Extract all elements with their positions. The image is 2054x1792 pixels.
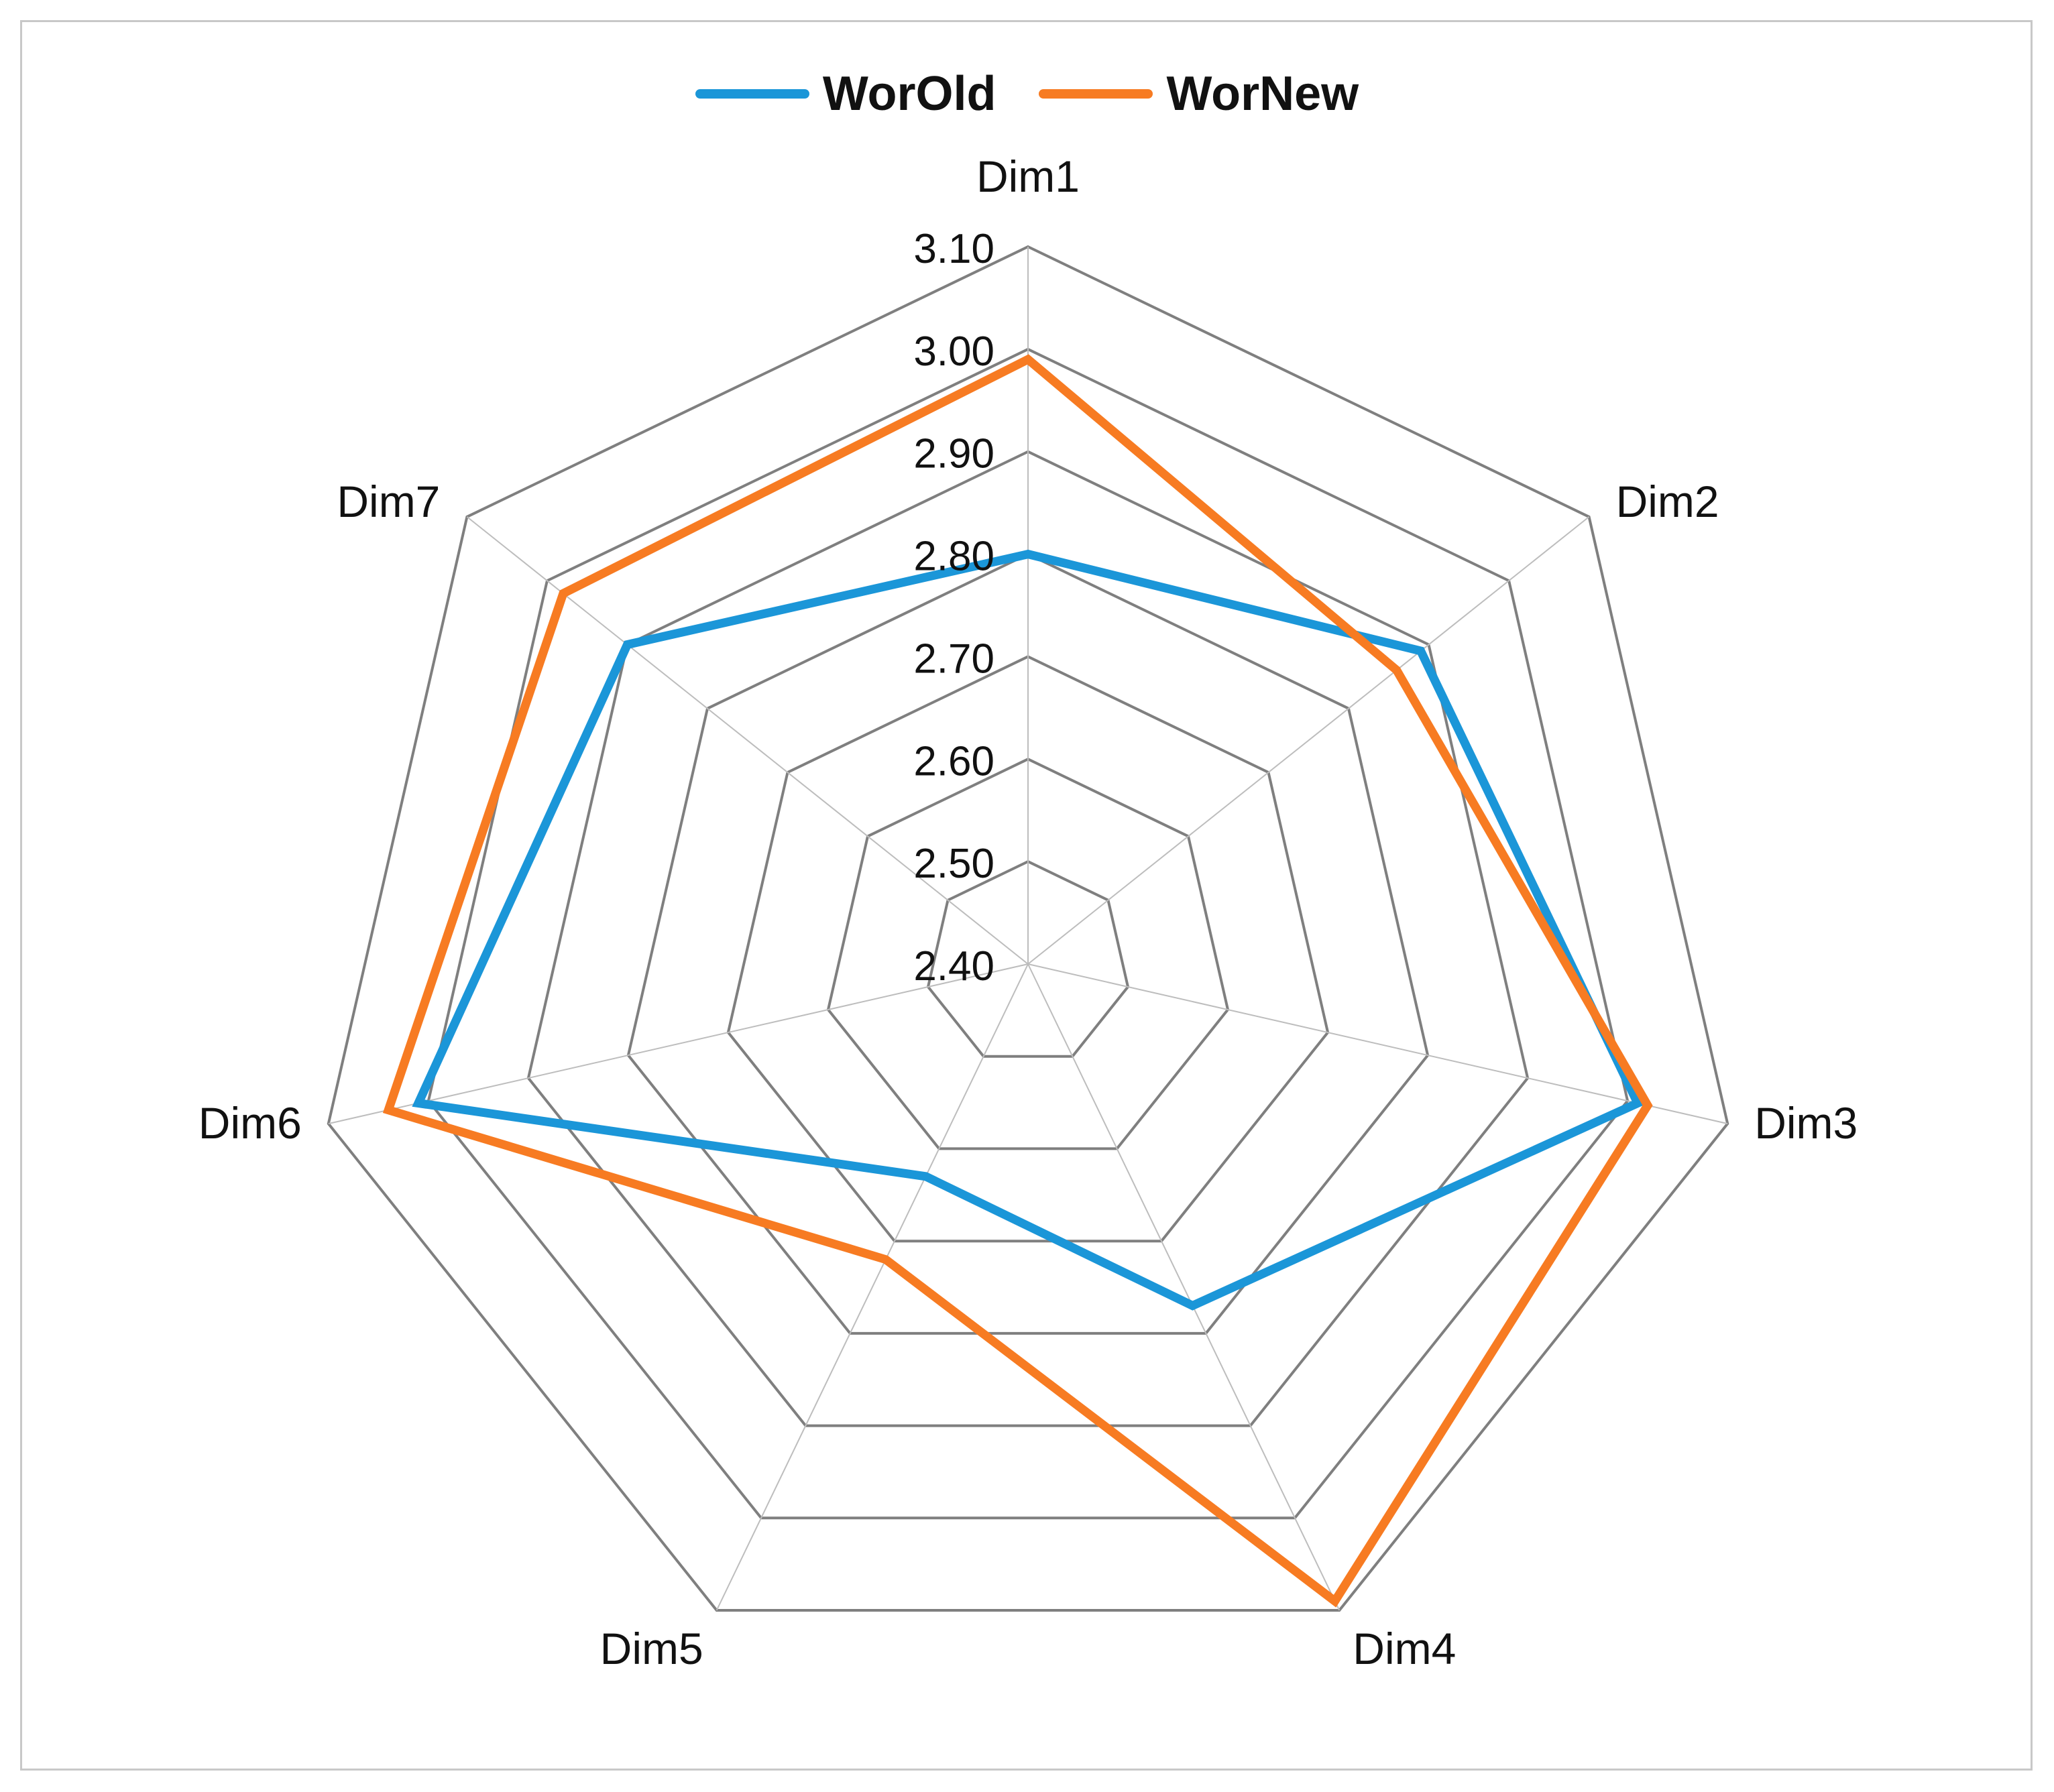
tick-label: 2.60 [913,738,994,784]
axis-spoke [1027,963,1728,1125]
grid-ring [826,758,1230,1150]
grid-ring [926,859,1130,1058]
series-line-wornew [382,354,1653,1608]
axis-label-dim2: Dim2 [1616,477,1719,526]
grid-ring [726,655,1330,1243]
axis-spoke [1027,963,1340,1611]
legend-item-wornew[interactable]: WorNew [1039,70,1359,118]
grid-ring [626,552,1430,1335]
legend-swatch-worold [695,89,809,99]
tick-label: 2.50 [913,841,994,887]
tick-label: 3.10 [913,226,994,272]
tick-label: 2.90 [913,431,994,477]
tick-label: 2.80 [913,534,994,580]
axis-label-dim3: Dim3 [1754,1098,1858,1148]
legend: WorOld WorNew [0,70,2054,118]
legend-label-worold: WorOld [822,67,996,121]
tick-label: 2.40 [913,943,994,990]
axis-label-dim1: Dim1 [976,152,1080,201]
axis-label-dim5: Dim5 [600,1624,703,1673]
axis-spoke [328,963,1029,1125]
axis-label-dim7: Dim7 [337,477,440,526]
chart-frame [20,20,2033,1771]
legend-label-wornew: WorNew [1166,67,1359,121]
grid-ring [327,245,1729,1612]
axis-spoke [716,963,1029,1611]
series-line-worold [412,549,1644,1311]
tick-label: 2.70 [913,636,994,682]
axis-label-dim6: Dim6 [198,1098,302,1148]
axis-label-dim4: Dim4 [1353,1624,1456,1673]
legend-item-worold[interactable]: WorOld [695,70,996,118]
tick-label: 3.00 [913,328,994,375]
grid-ring [526,450,1530,1427]
legend-swatch-wornew [1039,89,1153,99]
grid-ring [426,347,1630,1520]
axis-spoke [1027,516,1590,965]
